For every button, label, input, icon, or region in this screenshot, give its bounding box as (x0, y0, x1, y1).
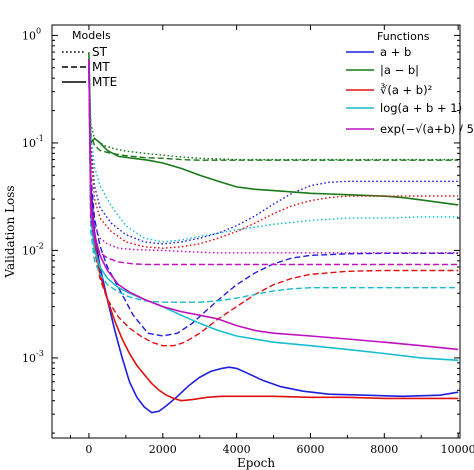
x-axis-label: Epoch (237, 456, 275, 470)
series-line-1 (88, 67, 459, 337)
series-line-5 (88, 52, 459, 206)
legend-functions: Functions a + b |a − b| ∛(a + b)² log(a + b … (346, 30, 474, 136)
series-line-4 (88, 67, 459, 161)
legend-models-label: MT (92, 60, 110, 74)
y-tick-exponent: -2 (36, 241, 44, 250)
y-tick-exponent: 0 (36, 26, 41, 35)
y-axis-label: Validation Loss (3, 185, 17, 278)
legend-functions-label: ∛(a + b)² (380, 83, 432, 97)
y-tick-label: 10 -3 (22, 349, 44, 365)
x-tick-label: 6000 (296, 443, 324, 456)
series-line-2 (88, 59, 459, 414)
x-tick-label: 2000 (149, 443, 177, 456)
y-tick-label: 10 -1 (22, 134, 44, 150)
plot-frame (51, 24, 461, 439)
series-line-14 (88, 59, 459, 351)
x-tick-label: 4000 (223, 443, 251, 456)
x-tick-label: 10000 (441, 443, 474, 456)
legend-models-label: ST (92, 45, 108, 59)
series-line-13 (88, 67, 459, 266)
legend-functions-label: |a − b| (380, 63, 419, 77)
y-tick-label: 10 0 (22, 26, 41, 42)
y-tick-label: 10 -2 (22, 241, 44, 257)
legend-functions-label: exp(−√(a+b) / 5) (380, 122, 474, 136)
legend-functions-title: Functions (377, 30, 430, 43)
series-line-6 (88, 59, 459, 249)
series-layer (88, 52, 459, 414)
legend-models-label: MTE (92, 75, 117, 89)
y-tick-base: 10 (22, 137, 36, 150)
y-tick-exponent: -3 (36, 349, 44, 358)
x-tick-label: 8000 (370, 443, 398, 456)
y-tick-base: 10 (22, 352, 36, 365)
series-line-10 (88, 67, 459, 303)
series-line-8 (88, 59, 459, 402)
legend-models-title: Models (72, 29, 111, 42)
series-line-0 (88, 59, 459, 245)
y-tick-exponent: -1 (36, 134, 44, 143)
series-line-11 (88, 59, 459, 362)
series-line-12 (88, 59, 459, 254)
legend-functions-label: a + b (380, 45, 411, 59)
legend-functions-label: log(a + b + 1) (380, 101, 462, 115)
series-line-9 (88, 59, 459, 243)
x-tick-label: 0 (85, 443, 92, 456)
y-tick-base: 10 (22, 244, 36, 257)
y-tick-base: 10 (22, 29, 36, 42)
